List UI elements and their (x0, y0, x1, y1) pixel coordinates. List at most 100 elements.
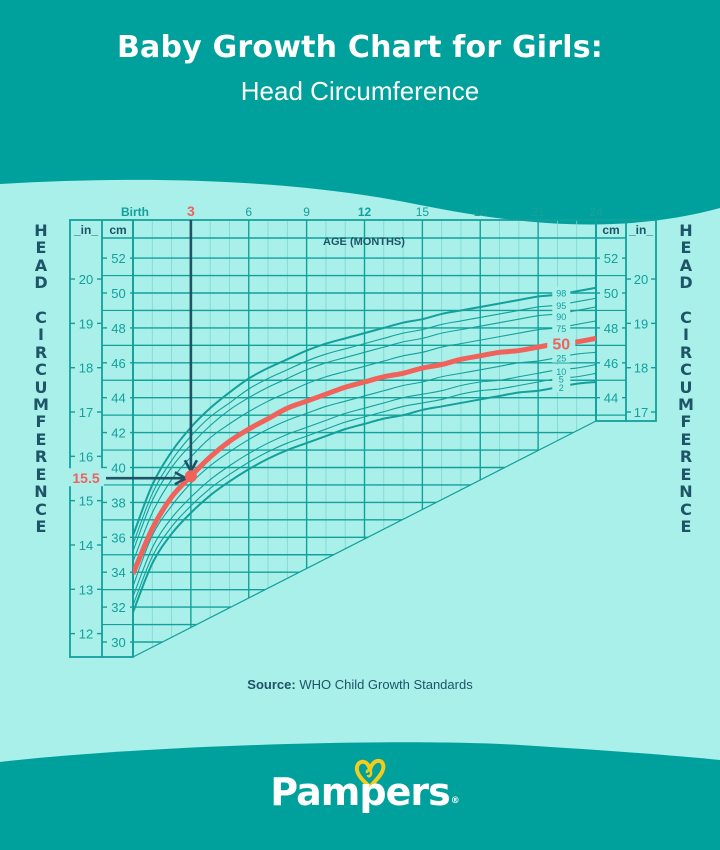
y-tick-cm-right: 44 (604, 391, 618, 406)
series-label-bg (552, 351, 571, 363)
source-text: WHO Child Growth Standards (299, 677, 473, 692)
series-label-bg (552, 299, 571, 311)
series-label-98: 98 (556, 289, 566, 299)
tick-bg (107, 355, 130, 370)
y-tick-cm-right: 52 (604, 251, 618, 266)
y-tick-in-left: 19 (79, 316, 93, 331)
x-tick-label: 15 (416, 205, 430, 219)
header-wave (0, 0, 720, 225)
x-tick-label: 3 (187, 203, 195, 219)
chart-diagonal-border (132, 420, 597, 658)
y-tick-cm-left: 46 (111, 356, 125, 371)
x-tick-label: 6 (245, 205, 252, 219)
annotation-15-5: 15.5 (72, 470, 99, 486)
y-tick-cm-left: 42 (111, 426, 125, 441)
series-label-bg (552, 372, 571, 384)
y-tick-in-right: 17 (634, 405, 648, 420)
y-tick-in-left: 13 (79, 582, 93, 597)
percentile-curve-2 (133, 380, 596, 613)
tick-bg (107, 495, 130, 510)
series-label-bg (552, 321, 571, 333)
x-tick-label: 24 (589, 205, 603, 219)
y-tick-cm-left: 52 (111, 251, 125, 266)
unit-in-left: _in_ (73, 223, 98, 237)
y-tick-in-left: 16 (79, 449, 93, 464)
y-tick-cm-left: 50 (111, 286, 125, 301)
percentile-curve-75 (133, 320, 596, 562)
series-label-25: 25 (556, 354, 566, 364)
y-tick-cm-left: 30 (111, 635, 125, 650)
registered-mark: ® (450, 796, 460, 806)
tick-bg (107, 320, 130, 335)
series-label-75: 75 (556, 324, 566, 334)
y-tick-cm-left: 38 (111, 495, 125, 510)
series-label-50: 50 (552, 337, 570, 354)
tick-bg (107, 635, 130, 649)
footer-wave (0, 742, 720, 850)
tick-bg (107, 565, 130, 580)
highlight-point (184, 470, 197, 483)
y-tick-cm-right: 50 (604, 286, 618, 301)
series-label-bg (552, 381, 571, 393)
y-tick-cm-left: 44 (111, 391, 125, 406)
y-tick-cm-left: 32 (111, 600, 125, 615)
brand-name: Pampers ® (270, 770, 459, 814)
y-tick-in-left: 15 (79, 494, 93, 509)
y-tick-cm-left: 40 (111, 461, 125, 476)
y-tick-in-left: 14 (79, 538, 93, 553)
page-title: Baby Growth Chart for Girls: (116, 30, 603, 65)
source-note: Source: WHO Child Growth Standards (0, 677, 720, 692)
series-label-bg (547, 332, 576, 353)
series-label-bg (552, 309, 571, 321)
unit-cm-left: cm (109, 223, 126, 237)
y-tick-in-right: 19 (634, 316, 648, 331)
heart-logo-icon (354, 758, 386, 789)
series-label-bg (552, 364, 571, 376)
x-tick-label: Birth (121, 205, 149, 219)
y-tick-cm-left: 34 (111, 565, 125, 580)
percentile-curve-95 (133, 297, 596, 545)
tick-bg (107, 600, 130, 615)
y-tick-cm-right: 48 (604, 321, 618, 336)
percentile-curve-98 (133, 286, 596, 536)
unit-cm-right: cm (602, 223, 619, 237)
y-tick-cm-right: 46 (604, 356, 618, 371)
percentile-curve-5 (133, 372, 596, 606)
series-label-95: 95 (556, 301, 566, 311)
brand-logo: Pampers ® (0, 770, 720, 814)
y-tick-in-left: 20 (79, 272, 93, 287)
tick-bg (107, 251, 130, 266)
percentile-curve-50 (133, 335, 596, 575)
page-subtitle: Head Circumference (240, 76, 480, 106)
series-label-90: 90 (556, 312, 566, 322)
tick-bg (107, 390, 130, 405)
y-tick-in-left: 17 (79, 405, 93, 420)
series-label-bg (552, 286, 571, 298)
x-tick-label: 18 (474, 205, 488, 219)
tick-bg (107, 286, 130, 300)
percentile-curve-25 (133, 351, 596, 587)
source-label: Source: (247, 677, 296, 692)
y-tick-in-left: 18 (79, 361, 93, 376)
series-label-2: 2 (559, 383, 564, 393)
annotation-bg (68, 468, 104, 487)
y-tick-in-left: 12 (79, 627, 93, 642)
y-tick-in-right: 18 (634, 361, 648, 376)
x-tick-label: 21 (531, 205, 545, 219)
x-tick-label: 12 (358, 205, 372, 219)
y-tick-in-right: 20 (634, 272, 648, 287)
x-axis-title: AGE (MONTHS) (323, 236, 405, 248)
percentile-curve-10 (133, 364, 596, 597)
brand-wordmark: Pampers (270, 770, 450, 814)
y-tick-cm-left: 48 (111, 321, 125, 336)
tick-bg (107, 425, 130, 440)
series-label-5: 5 (559, 375, 564, 385)
series-label-10: 10 (556, 367, 566, 377)
x-tick-label: 9 (303, 205, 310, 219)
y-tick-cm-left: 36 (111, 530, 125, 545)
unit-in-right: _in_ (628, 223, 653, 237)
